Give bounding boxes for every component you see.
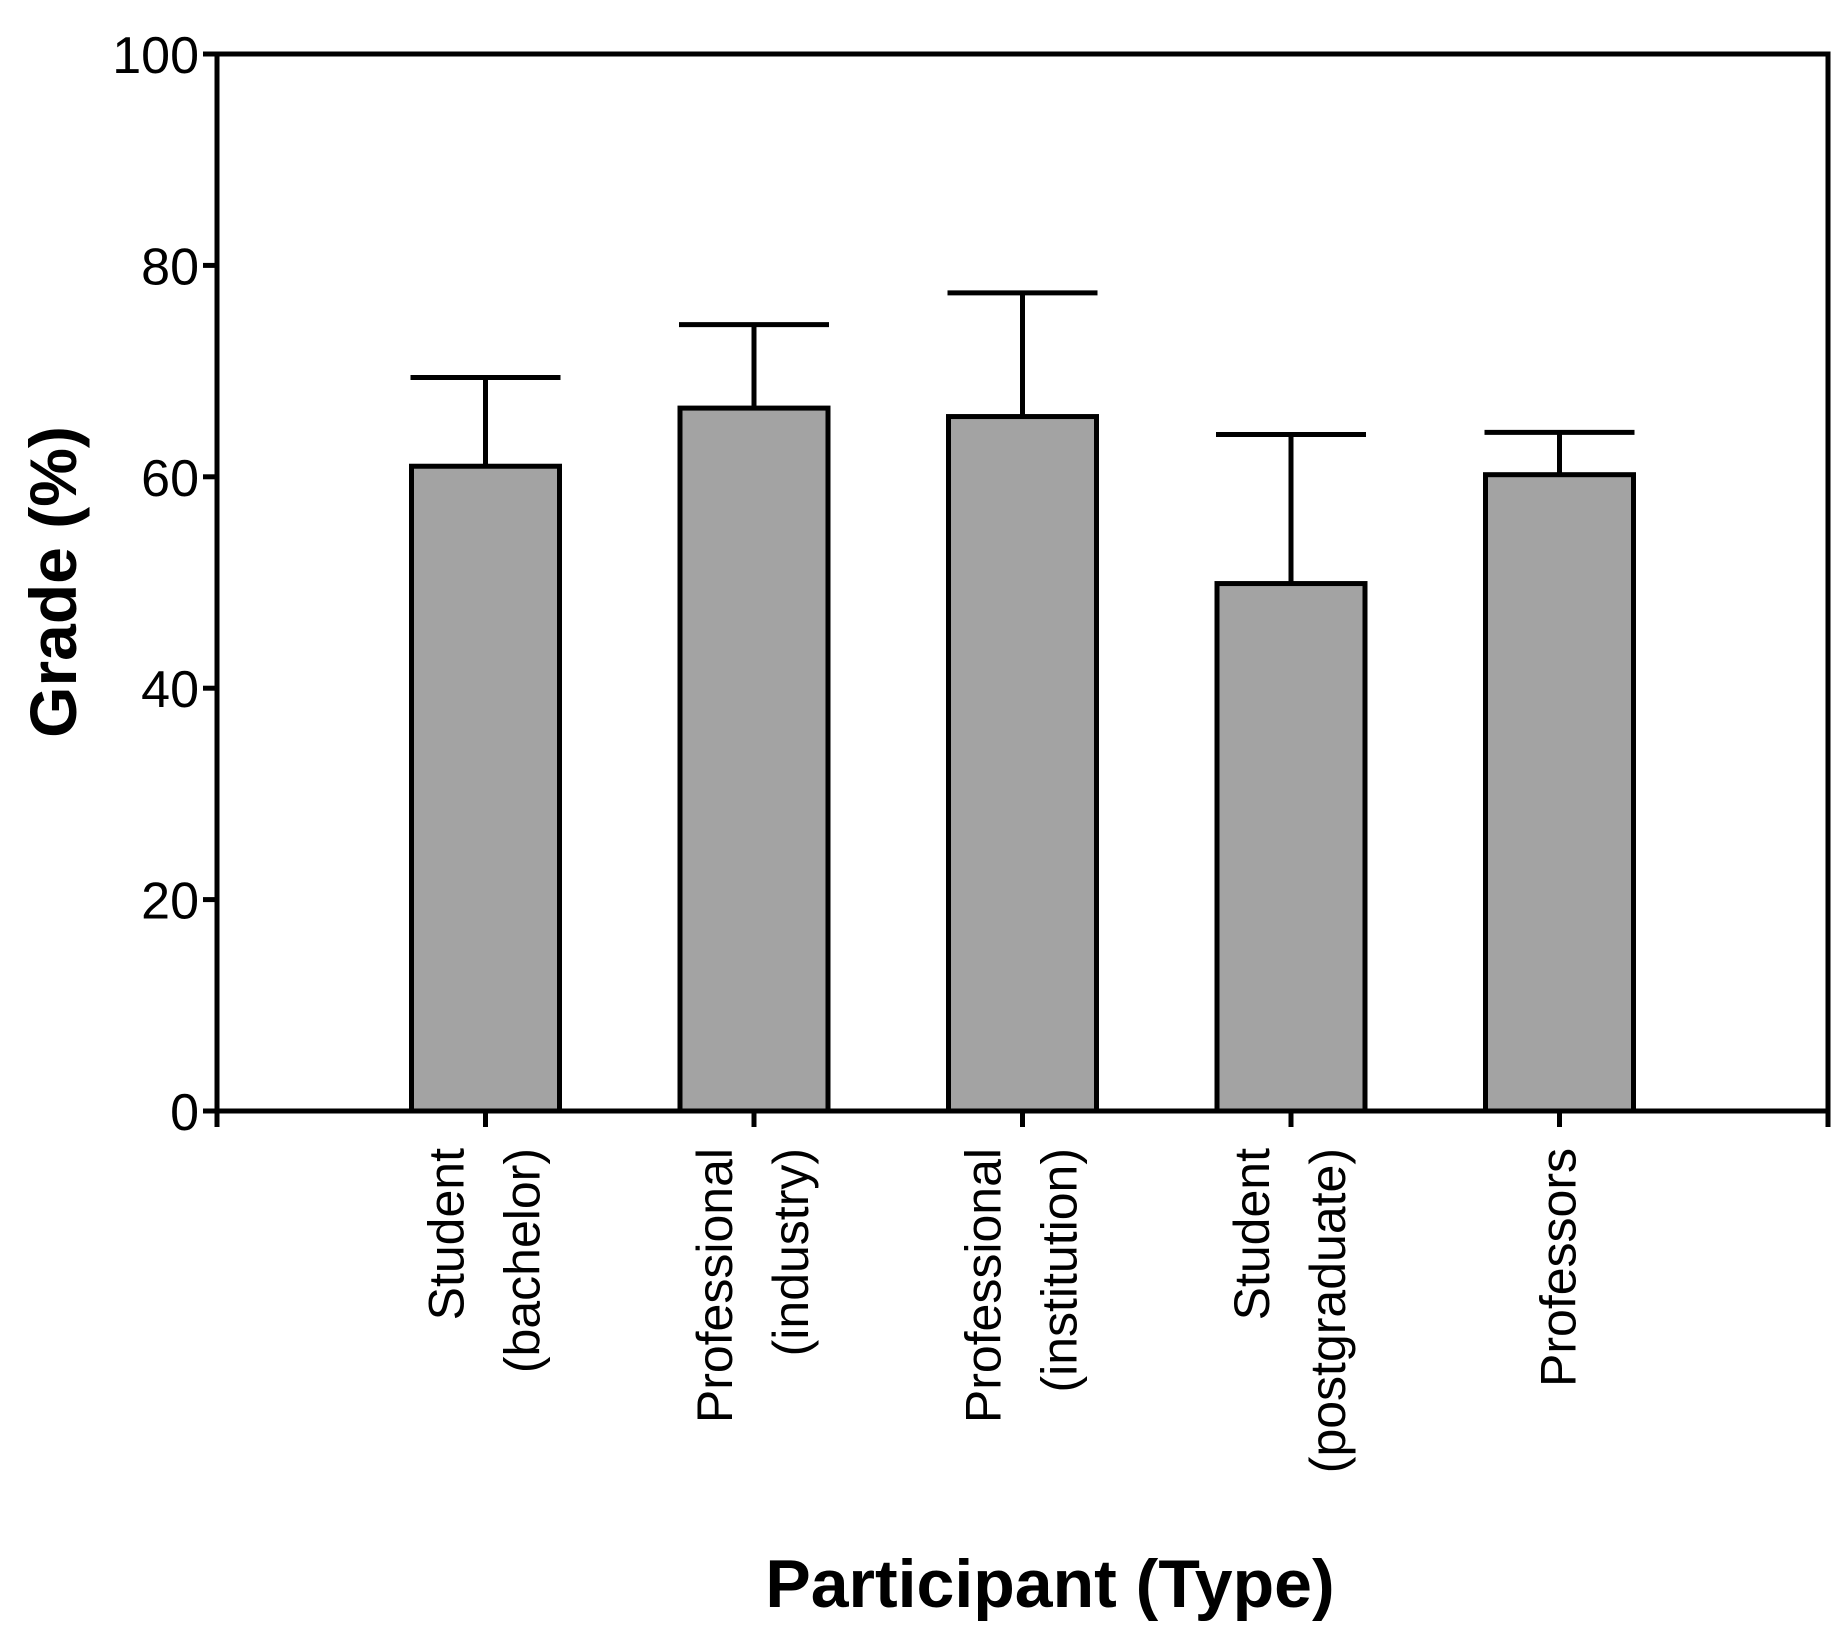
bars-layer xyxy=(409,290,1636,1114)
y-axis-ticks: 0 20 40 60 80 100 xyxy=(112,27,217,1142)
bar-4 xyxy=(1214,581,1368,1114)
category-label-5-line-1: Professors xyxy=(1531,1148,1587,1387)
bar-1 xyxy=(409,463,562,1114)
x-axis-category-labels: Student (bachelor) Professional (industry) P… xyxy=(419,1148,1587,1473)
y-tick-label: 40 xyxy=(141,661,199,719)
y-axis-title: Grade (%) xyxy=(16,426,90,738)
bar-5 xyxy=(1483,472,1636,1114)
x-axis-title: Participant (Type) xyxy=(765,1546,1334,1622)
bar-2 xyxy=(677,405,831,1114)
category-label-1-line-2: (bachelor) xyxy=(495,1148,551,1373)
category-label-4-line-1: Student xyxy=(1224,1148,1280,1320)
y-tick-label: 100 xyxy=(112,27,199,85)
category-label-1-line-1: Student xyxy=(419,1148,475,1320)
category-label-3-line-1: Professional xyxy=(956,1148,1012,1423)
category-label-2-line-1: Professional xyxy=(687,1148,743,1423)
y-tick-label: 20 xyxy=(141,873,199,931)
category-label-2-line-2: (industry) xyxy=(763,1148,819,1356)
x-axis-ticks xyxy=(214,1111,1831,1127)
y-tick-label: 60 xyxy=(141,450,199,508)
y-tick-label: 80 xyxy=(141,238,199,296)
category-label-4-line-2: (postgraduate) xyxy=(1300,1148,1356,1473)
y-tick-label: 0 xyxy=(170,1084,199,1142)
bar-3 xyxy=(946,414,1099,1114)
category-label-3-line-2: (institution) xyxy=(1032,1148,1088,1393)
